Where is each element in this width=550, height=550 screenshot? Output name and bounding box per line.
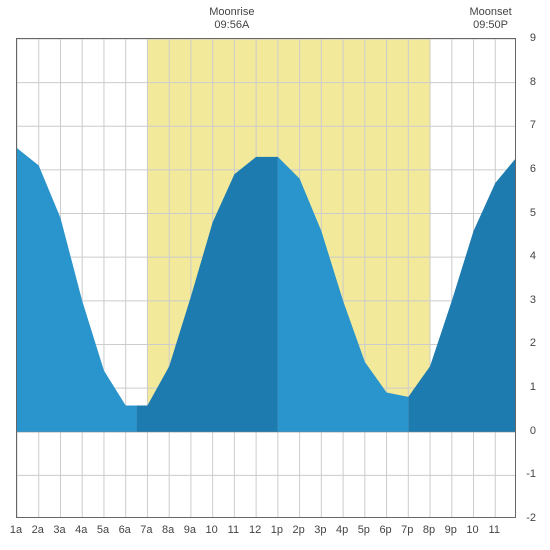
y-tick-label: 2 [518,337,536,349]
x-tick-label: 8a [156,524,180,536]
y-tick-label: 8 [518,76,536,88]
x-tick-label: 5p [352,524,376,536]
moonrise-label: Moonrise [209,6,254,18]
x-tick-label: 10 [461,524,485,536]
x-tick-label: 2a [26,524,50,536]
chart-header: Moonrise 09:56A Moonset 09:50P [0,6,550,36]
moonset-time: 09:50P [473,19,508,31]
moonrise-block: Moonrise 09:56A [192,6,272,32]
x-tick-label: 5a [91,524,115,536]
moonset-block: Moonset 09:50P [451,6,531,32]
x-tick-label: 2p [287,524,311,536]
y-tick-label: 7 [518,119,536,131]
x-tick-label: 1p [265,524,289,536]
moonset-label: Moonset [469,6,511,18]
x-tick-label: 9a [178,524,202,536]
y-tick-label: -1 [518,468,536,480]
x-tick-label: 3a [47,524,71,536]
x-tick-label: 11 [482,524,506,536]
y-tick-label: 5 [518,207,536,219]
x-tick-label: 11 [221,524,245,536]
y-tick-label: 9 [518,32,536,44]
x-tick-label: 4a [69,524,93,536]
x-tick-label: 6a [113,524,137,536]
tide-chart: Moonrise 09:56A Moonset 09:50P -2-101234… [0,0,550,550]
y-tick-label: 3 [518,294,536,306]
x-tick-label: 1a [4,524,28,536]
plot-svg [17,39,516,518]
x-tick-label: 10 [200,524,224,536]
y-tick-label: 6 [518,163,536,175]
x-tick-label: 9p [439,524,463,536]
x-tick-label: 7p [395,524,419,536]
x-tick-label: 12 [243,524,267,536]
x-tick-label: 4p [330,524,354,536]
y-tick-label: -2 [518,512,536,524]
y-tick-label: 0 [518,425,536,437]
plot-area [16,38,516,518]
moonrise-time: 09:56A [214,19,249,31]
y-tick-label: 4 [518,250,536,262]
x-tick-label: 7a [134,524,158,536]
y-tick-label: 1 [518,381,536,393]
x-tick-label: 8p [417,524,441,536]
x-tick-label: 3p [308,524,332,536]
x-tick-label: 6p [374,524,398,536]
